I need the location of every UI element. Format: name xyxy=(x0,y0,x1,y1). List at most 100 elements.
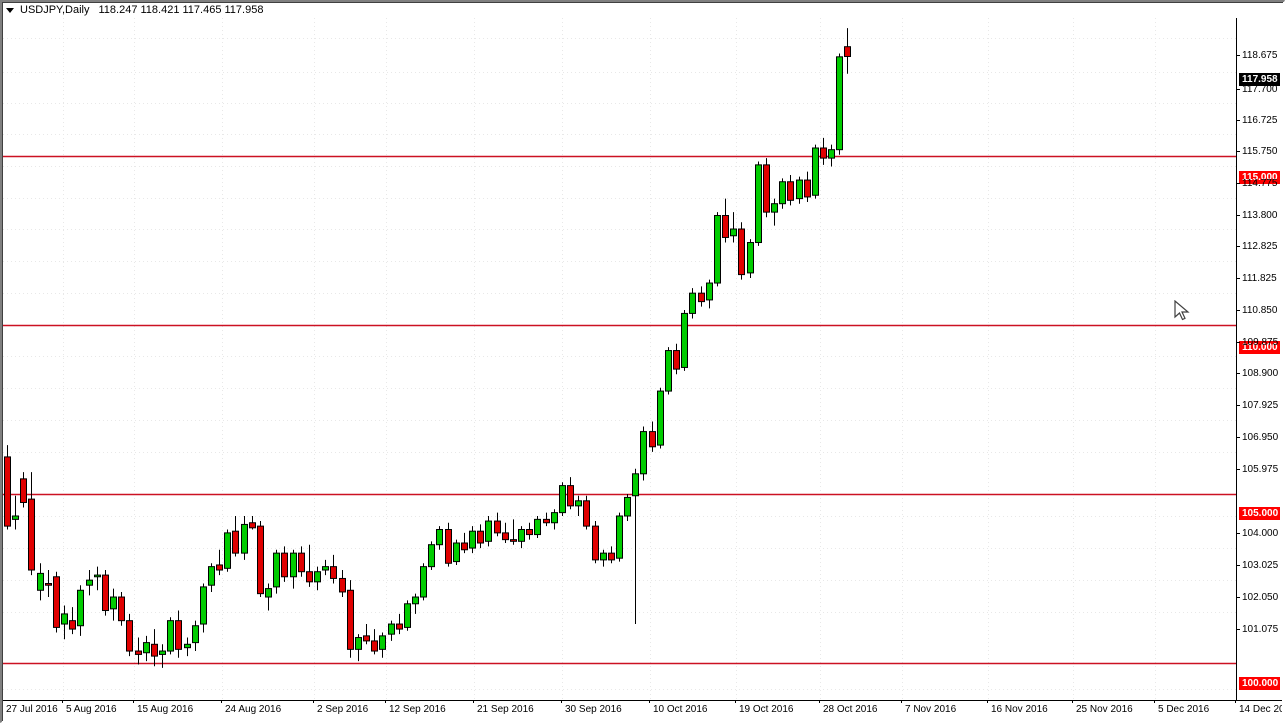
price-value: 114.775 xyxy=(1242,178,1278,189)
price-tick-label: 104.000 xyxy=(1237,528,1282,540)
tick-dash xyxy=(1237,533,1240,534)
horizontal-level-lines xyxy=(3,155,1236,665)
candle xyxy=(771,198,778,226)
candle-body-bearish xyxy=(673,350,680,370)
price-scale[interactable]: 118.675 117.958 117.700 116.725 115.750 115.0… xyxy=(1236,18,1282,700)
price-value: 100.000 xyxy=(1239,677,1281,690)
candle xyxy=(339,570,346,598)
candle-body-bearish xyxy=(347,589,354,650)
candle-body-bullish xyxy=(779,181,786,205)
date-tick-label: 5 Aug 2016 xyxy=(62,701,117,715)
candle xyxy=(681,310,688,371)
candle xyxy=(804,171,811,203)
candle-body-bullish xyxy=(167,620,174,652)
tick-dash xyxy=(385,701,386,703)
date-tick-label: 5 Dec 2016 xyxy=(1154,701,1209,715)
candle-body-bullish xyxy=(86,579,93,586)
candle-body-bullish xyxy=(428,544,435,568)
candle xyxy=(200,583,207,633)
candle xyxy=(722,198,729,243)
tick-dash xyxy=(1237,120,1240,121)
candle xyxy=(828,144,835,167)
candle-body-bullish xyxy=(110,596,117,610)
tick-dash xyxy=(1237,278,1240,279)
price-value: 103.025 xyxy=(1242,560,1279,571)
price-value: 115.000 xyxy=(1239,171,1280,184)
candle-body-bullish xyxy=(37,572,44,591)
candle-body-bearish xyxy=(510,539,517,542)
price-value: 112.825 xyxy=(1242,241,1278,252)
candle-body-bearish xyxy=(4,456,11,527)
candle xyxy=(624,494,631,522)
candle-body-bullish xyxy=(796,179,803,200)
candle xyxy=(12,495,19,530)
candle-body-bearish xyxy=(28,498,35,571)
candle xyxy=(306,544,313,587)
candle xyxy=(273,549,280,594)
tick-dash xyxy=(1237,183,1240,184)
candle xyxy=(20,472,27,508)
time-scale[interactable]: 27 Jul 2016 5 Aug 2016 15 Aug 2016 24 Aug 2… xyxy=(3,700,1282,721)
date-value: 24 Aug 2016 xyxy=(225,704,282,715)
candle xyxy=(461,532,468,554)
candle-body-bullish xyxy=(77,589,84,627)
date-tick-label: 7 Nov 2016 xyxy=(901,701,957,715)
candle-body-bullish xyxy=(436,529,443,546)
price-value: 116.725 xyxy=(1242,115,1278,126)
price-tick-label: 117.700 xyxy=(1237,84,1282,96)
candle xyxy=(53,571,60,633)
date-value: 10 Oct 2016 xyxy=(653,704,708,715)
candle-body-bearish xyxy=(567,485,574,507)
price-value: 102.050 xyxy=(1242,592,1279,603)
candle-body-bearish xyxy=(363,635,370,642)
candle-body-bearish xyxy=(339,577,346,593)
date-tick-label: 25 Nov 2016 xyxy=(1072,701,1133,715)
candle xyxy=(379,632,386,658)
candle xyxy=(428,541,435,571)
tick-dash xyxy=(1237,246,1240,247)
date-value: 12 Sep 2016 xyxy=(389,704,446,715)
candle xyxy=(322,559,329,576)
chart-plot-area[interactable] xyxy=(3,18,1236,700)
candle-body-bullish xyxy=(200,586,207,625)
date-value: 16 Nov 2016 xyxy=(991,704,1048,715)
candle-body-bullish xyxy=(657,390,664,446)
candle xyxy=(665,347,672,395)
candle xyxy=(151,629,158,667)
candle-body-bearish xyxy=(232,530,239,554)
tick-dash xyxy=(473,701,474,703)
candle xyxy=(143,635,150,662)
candle xyxy=(290,549,297,589)
candle xyxy=(575,495,582,516)
candle xyxy=(249,515,256,530)
candle-body-bearish xyxy=(649,431,656,448)
candle xyxy=(404,600,411,631)
candle xyxy=(738,222,745,280)
candle-body-bearish xyxy=(45,583,52,586)
date-value: 7 Nov 2016 xyxy=(905,704,957,715)
candle-body-bullish xyxy=(322,566,329,571)
candle-body-bullish xyxy=(836,56,843,151)
candle-body-bearish xyxy=(494,520,501,534)
date-value: 2 Sep 2016 xyxy=(317,704,369,715)
candle-body-bearish xyxy=(20,478,27,503)
tick-dash xyxy=(1237,565,1240,566)
candle-body-bearish xyxy=(175,620,182,650)
tick-dash xyxy=(901,701,902,703)
candle xyxy=(412,593,419,614)
candle xyxy=(118,591,125,626)
chevron-down-icon[interactable] xyxy=(6,7,14,13)
tick-dash xyxy=(1237,597,1240,598)
symbol-period-label: USDJPY,Daily xyxy=(20,4,90,16)
candle xyxy=(657,387,664,449)
price-tick-label: 116.725 xyxy=(1237,115,1282,127)
candle xyxy=(94,566,101,591)
candle-body-bearish xyxy=(135,650,142,655)
candle xyxy=(698,286,705,307)
price-tick-label: 106.950 xyxy=(1237,432,1282,444)
candle xyxy=(689,288,696,319)
candle xyxy=(673,343,680,375)
price-value: 111.825 xyxy=(1242,273,1277,284)
candle xyxy=(388,620,395,641)
candle-body-bullish xyxy=(355,637,362,650)
